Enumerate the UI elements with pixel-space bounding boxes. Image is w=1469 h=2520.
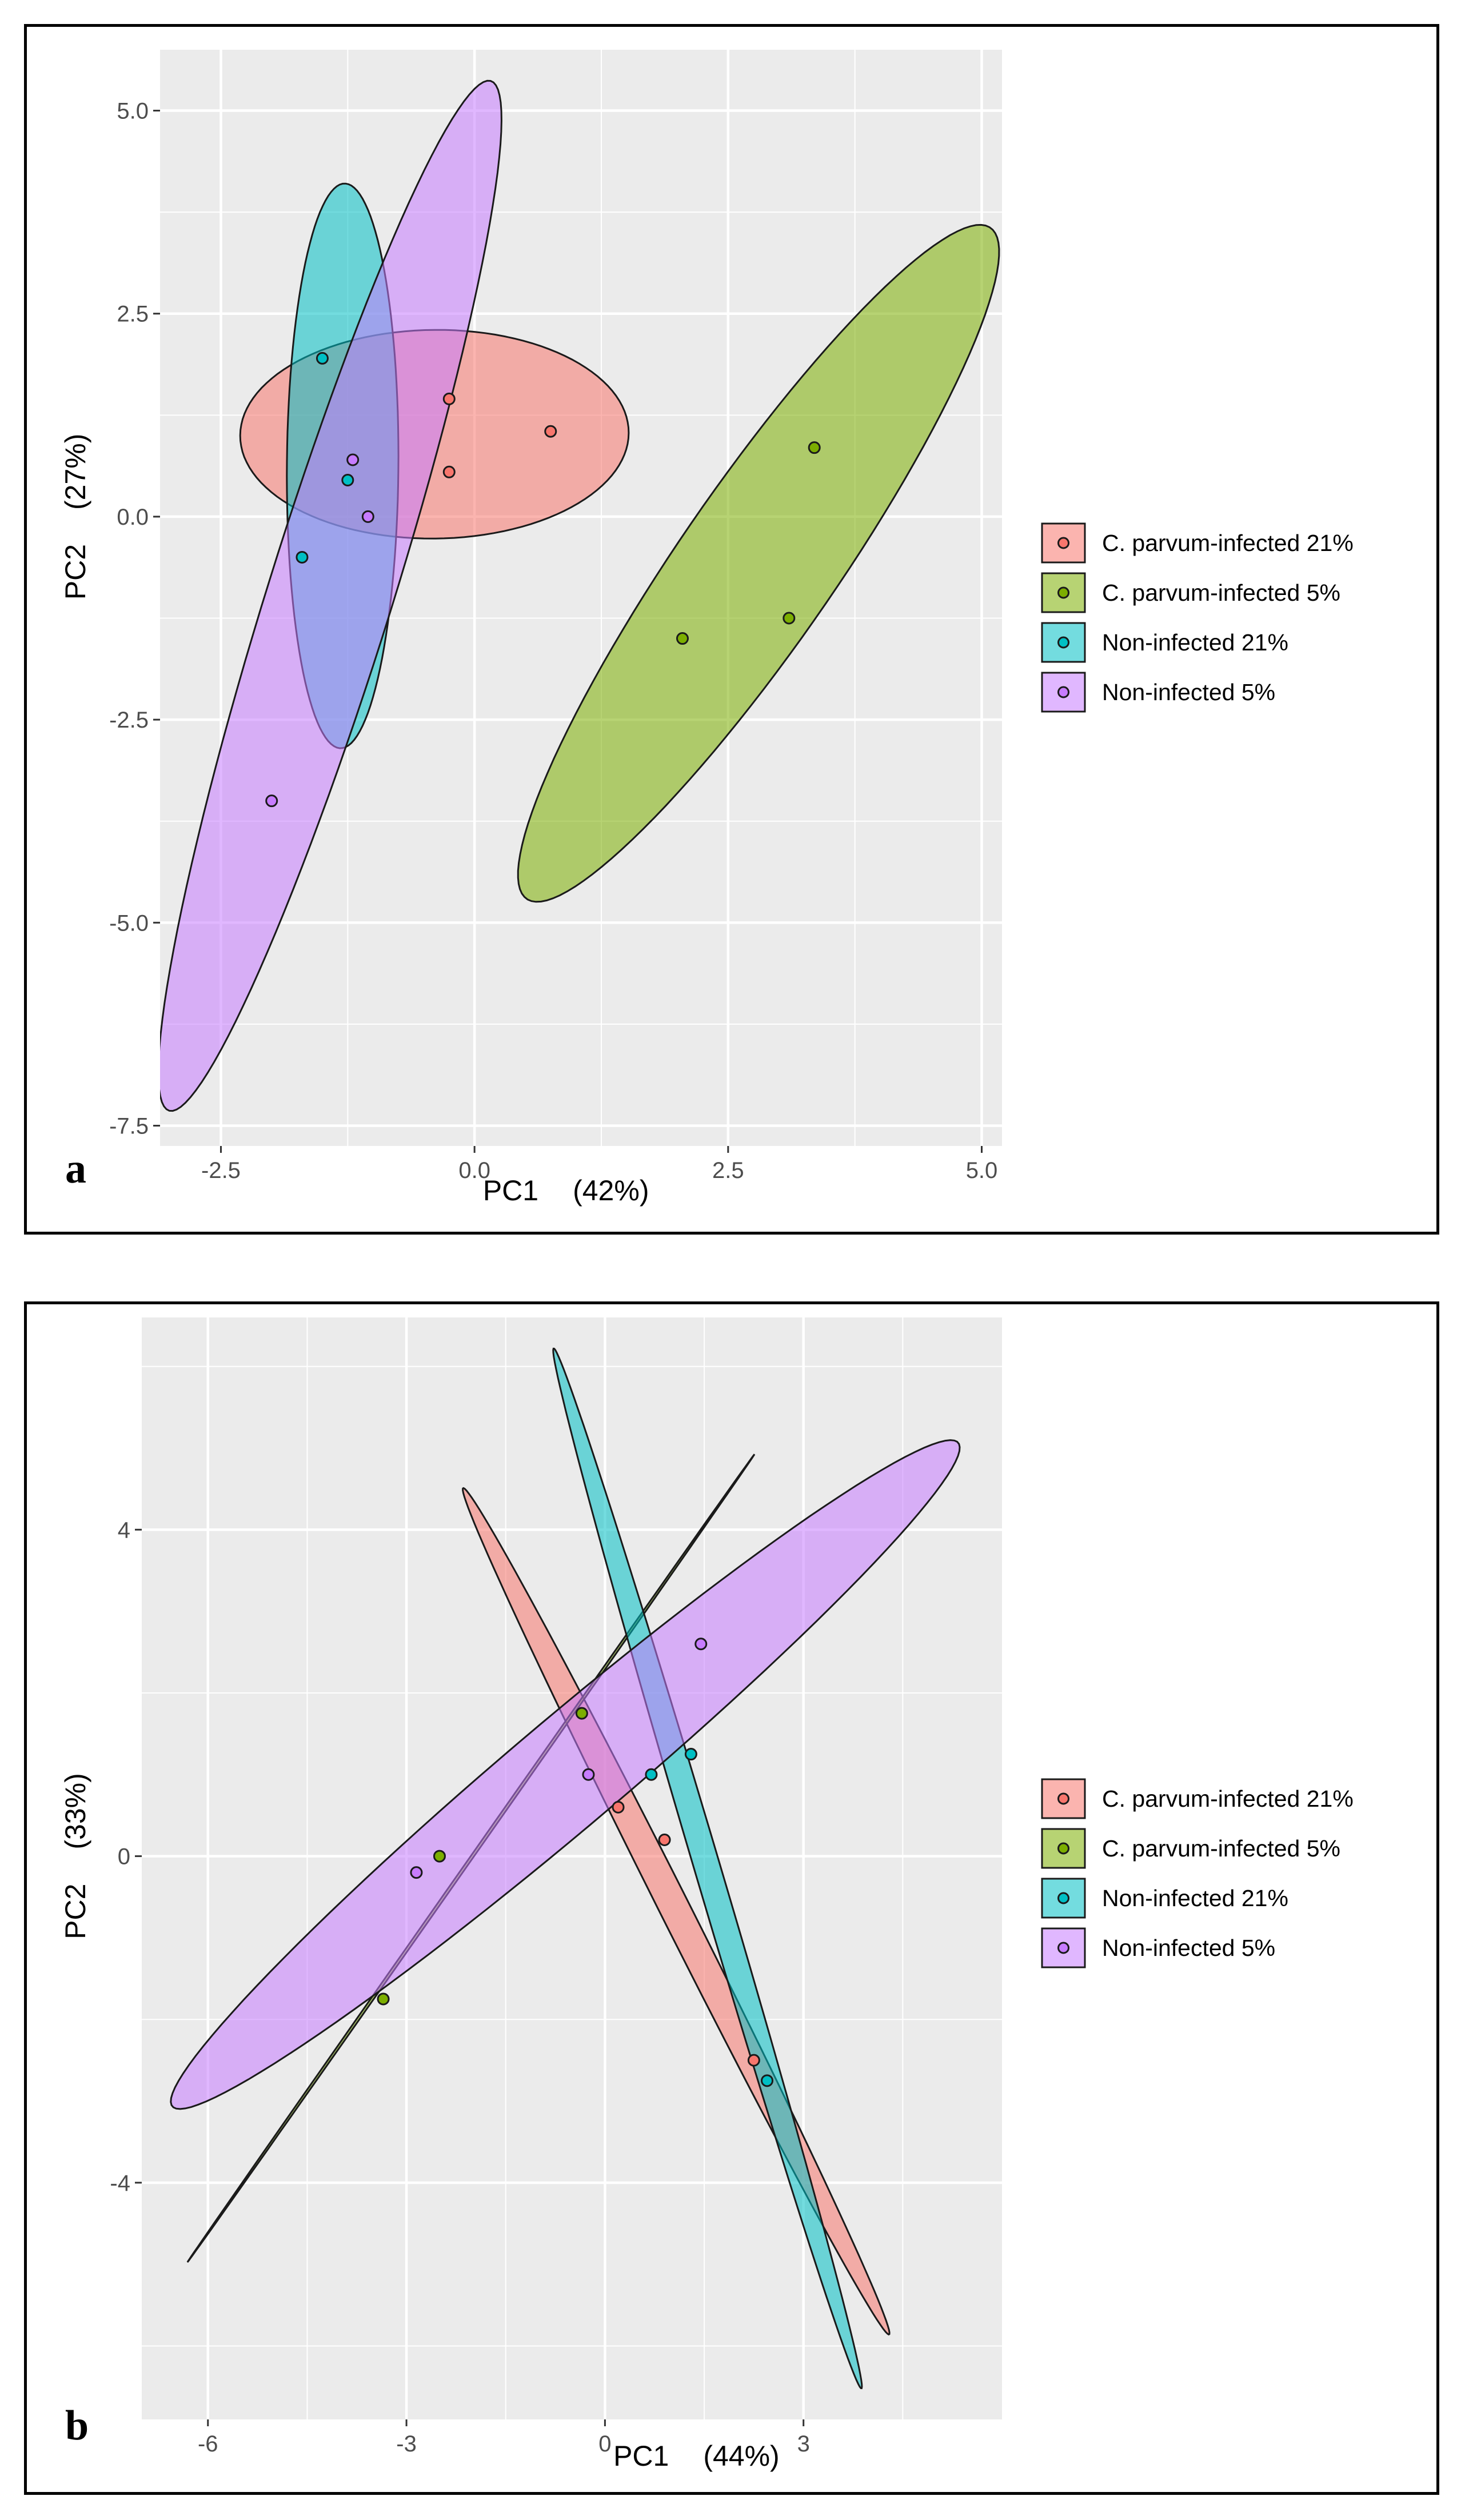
data-point: [747, 2054, 760, 2067]
y-tick-label: -4: [110, 2171, 130, 2196]
legend-label: Non-infected 5%: [1102, 679, 1275, 705]
plot-area: [160, 79, 1000, 1112]
y-axis-percent: (27%): [59, 434, 91, 510]
legend-item: Non-infected 21%: [1040, 621, 1288, 664]
pca-scatter-plot-a: -2.5 0.0 2.5 5.0 -7.5 -5.0 -2.5 0.0 2.5 5.0 PC1 (42…: [59, 50, 1354, 1207]
x-tick-label: -2.5: [201, 1158, 241, 1183]
data-point: [783, 612, 796, 625]
legend-label: C. parvum-infected 5%: [1102, 1835, 1340, 1862]
y-tick-label: 0: [118, 1844, 130, 1870]
x-axis-percent: (44%): [703, 2440, 779, 2472]
legend-item: Non-infected 5%: [1040, 671, 1275, 713]
data-point: [296, 550, 309, 564]
data-point: [544, 425, 557, 438]
y-tick-label: -7.5: [109, 1113, 149, 1139]
legend: C. parvum-infected 21% C. parvum-infected…: [1040, 522, 1354, 713]
data-point: [316, 352, 329, 365]
legend-label: C. parvum-infected 5%: [1102, 580, 1340, 606]
y-tick-label: 5.0: [117, 99, 149, 124]
data-point: [341, 473, 354, 486]
panel-label: b: [65, 2402, 89, 2449]
data-point: [265, 794, 278, 808]
data-point: [645, 1768, 658, 1781]
y-tick-label: -5.0: [109, 910, 149, 936]
y-tick-label: 4: [118, 1517, 130, 1543]
x-axis-percent: (42%): [573, 1175, 649, 1207]
panel-label: a: [65, 1145, 86, 1192]
x-tick-label: -6: [198, 2431, 218, 2457]
legend-item: C. parvum-infected 21%: [1040, 1778, 1354, 1820]
data-point: [361, 510, 374, 523]
legend-label: Non-infected 21%: [1102, 1885, 1288, 1911]
data-point: [442, 392, 456, 405]
y-axis-title: PC2 (33%): [59, 1773, 91, 1939]
legend-point: [1057, 636, 1069, 649]
legend-label: C. parvum-infected 21%: [1102, 1786, 1354, 1812]
x-tick-label: 2.5: [712, 1158, 744, 1183]
legend-point: [1057, 1892, 1069, 1904]
confidence-ellipse: [170, 1439, 961, 2110]
y-tick-label: 0.0: [117, 505, 149, 530]
x-tick-label: 0.0: [458, 1158, 490, 1183]
legend-point: [1057, 537, 1069, 549]
legend-point: [1057, 586, 1069, 599]
data-point: [676, 632, 689, 645]
data-point: [442, 465, 456, 478]
data-point: [433, 1850, 446, 1863]
data-point: [684, 1748, 697, 1761]
legend-point: [1057, 1842, 1069, 1855]
data-point: [612, 1800, 625, 1814]
legend: C. parvum-infected 21% C. parvum-infected…: [1040, 1778, 1354, 1969]
x-tick-label: 0: [598, 2431, 611, 2457]
confidence-ellipse: [160, 79, 502, 1112]
legend-label: Non-infected 21%: [1102, 629, 1288, 656]
confidence-ellipse: [517, 223, 1000, 903]
legend-item: Non-infected 5%: [1040, 1927, 1275, 1969]
y-axis-label: PC2: [59, 1884, 91, 1939]
legend-item: C. parvum-infected 21%: [1040, 522, 1354, 564]
y-tick-label: 2.5: [117, 302, 149, 327]
x-tick-label: 3: [797, 2431, 810, 2457]
pca-scatter-plot-b: -6 -3 0 3 -4 0 4 PC1 (44%) PC2 (33%) b C. parvum-inf…: [59, 1317, 1354, 2472]
data-point: [761, 2074, 774, 2087]
data-point: [658, 1834, 671, 1847]
y-axis-label: PC2: [59, 544, 91, 600]
legend-point: [1057, 1792, 1069, 1805]
legend-item: C. parvum-infected 5%: [1040, 1827, 1340, 1870]
legend-item: C. parvum-infected 5%: [1040, 572, 1340, 614]
x-axis-label: PC1: [613, 2440, 669, 2472]
plot-area: [170, 1347, 961, 2390]
x-axis-title: PC1 (42%): [483, 1175, 649, 1207]
chart-panel-b: -6 -3 0 3 -4 0 4 PC1 (44%) PC2 (33%) b C. parvum-inf…: [24, 1301, 1439, 2495]
legend-point: [1057, 1942, 1069, 1954]
data-point: [575, 1707, 588, 1720]
y-tick-label: -2.5: [109, 708, 149, 733]
data-point: [377, 1992, 390, 2006]
x-axis-title: PC1 (44%): [613, 2440, 780, 2472]
data-point: [410, 1866, 423, 1879]
x-tick-label: 5.0: [966, 1158, 998, 1183]
data-point: [808, 441, 821, 454]
legend-point: [1057, 686, 1069, 698]
data-point: [582, 1768, 595, 1781]
y-axis-percent: (33%): [59, 1773, 91, 1849]
data-point: [694, 1638, 708, 1651]
legend-item: Non-infected 21%: [1040, 1877, 1288, 1919]
data-point: [346, 453, 360, 466]
x-axis-label: PC1: [483, 1175, 538, 1207]
x-tick-label: -3: [396, 2431, 417, 2457]
chart-panel-a: -2.5 0.0 2.5 5.0 -7.5 -5.0 -2.5 0.0 2.5 5.0 PC1 (42…: [24, 24, 1439, 1235]
legend-label: C. parvum-infected 21%: [1102, 530, 1354, 556]
legend-label: Non-infected 5%: [1102, 1935, 1275, 1961]
y-axis-title: PC2 (27%): [59, 434, 91, 600]
